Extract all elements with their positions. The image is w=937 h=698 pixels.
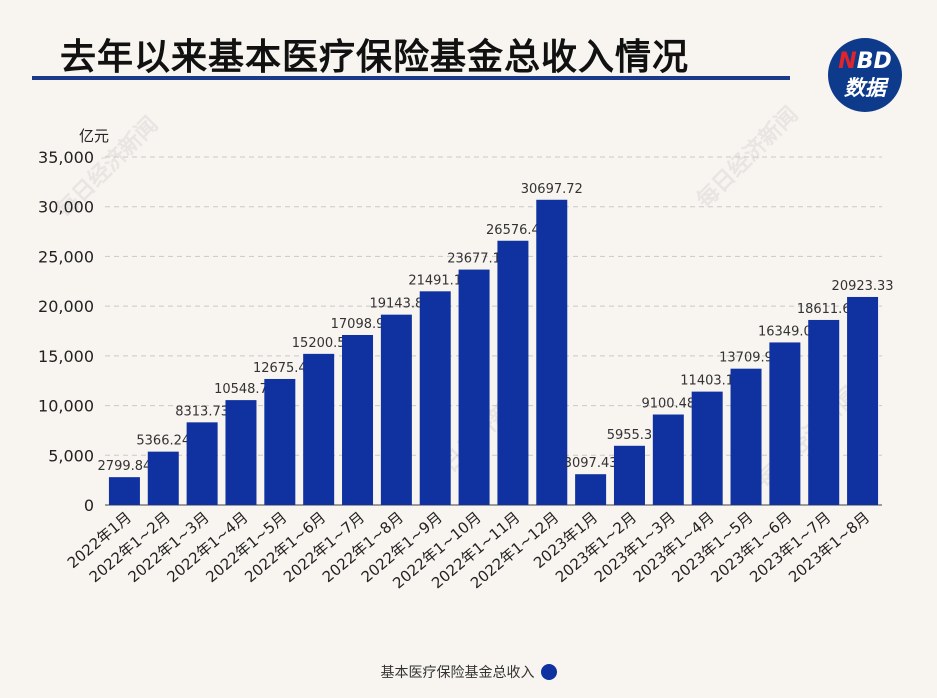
bar: [497, 240, 529, 506]
bar: [769, 342, 801, 505]
logo-top-text: NBD: [838, 49, 892, 74]
data-label: 13709.9: [719, 351, 773, 366]
bar: [108, 477, 140, 505]
y-tick-label: 10,000: [38, 397, 94, 416]
data-label: 12675.4: [253, 361, 307, 376]
data-label: 23677.1: [447, 252, 501, 267]
data-label: 9100.48: [641, 397, 695, 412]
nbd-logo: NBD 数据: [828, 38, 902, 112]
y-tick-label: 5,000: [48, 446, 94, 465]
data-label: 19143.8: [369, 297, 423, 312]
bar: [575, 474, 607, 505]
bar: [380, 314, 412, 505]
bar: [536, 199, 568, 505]
data-label: 17098.9: [331, 317, 385, 332]
y-tick-label: 0: [84, 496, 94, 515]
data-label: 8313.73: [175, 404, 229, 419]
data-label: 10548.7: [214, 382, 268, 397]
data-label: 20923.33: [832, 279, 894, 294]
bar: [652, 414, 684, 505]
bar: [847, 296, 879, 505]
data-label: 3097.43: [564, 456, 618, 471]
data-label: 18611.6: [797, 302, 851, 317]
legend: 基本医疗保险基金总收入: [0, 662, 937, 682]
bar: [225, 400, 257, 505]
title-underline: [32, 76, 790, 80]
bar: [458, 269, 490, 505]
bar: [808, 319, 840, 505]
data-label: 26576.4: [486, 223, 540, 238]
data-label: 11403.1: [680, 374, 734, 389]
data-label: 21491.1: [408, 273, 462, 288]
y-unit-label: 亿元: [79, 127, 110, 145]
chart-title: 去年以来基本医疗保险基金总收入情况: [60, 37, 690, 78]
legend-label: 基本医疗保险基金总收入: [380, 665, 535, 681]
bar: [186, 422, 218, 505]
bar: [342, 334, 374, 505]
data-label: 5366.24: [136, 434, 190, 449]
y-tick-label: 15,000: [38, 347, 94, 366]
data-label: 30697.72: [521, 182, 583, 197]
data-label: 5955.3: [607, 428, 653, 443]
y-tick-label: 35,000: [38, 148, 94, 167]
bar: [303, 353, 335, 505]
bar: [264, 378, 296, 505]
bar: [147, 451, 179, 505]
data-label: 16349.0: [758, 324, 812, 339]
bar: [419, 291, 451, 505]
y-tick-label: 25,000: [38, 247, 94, 266]
y-tick-label: 20,000: [38, 297, 94, 316]
data-label: 2799.84: [98, 459, 152, 474]
y-tick-label: 30,000: [38, 198, 94, 217]
bar: [730, 368, 762, 505]
bar: [691, 391, 723, 505]
bar: [613, 445, 645, 505]
logo-bottom-text: 数据: [844, 76, 886, 100]
legend-swatch: [540, 664, 557, 680]
data-label: 15200.5: [292, 336, 346, 351]
